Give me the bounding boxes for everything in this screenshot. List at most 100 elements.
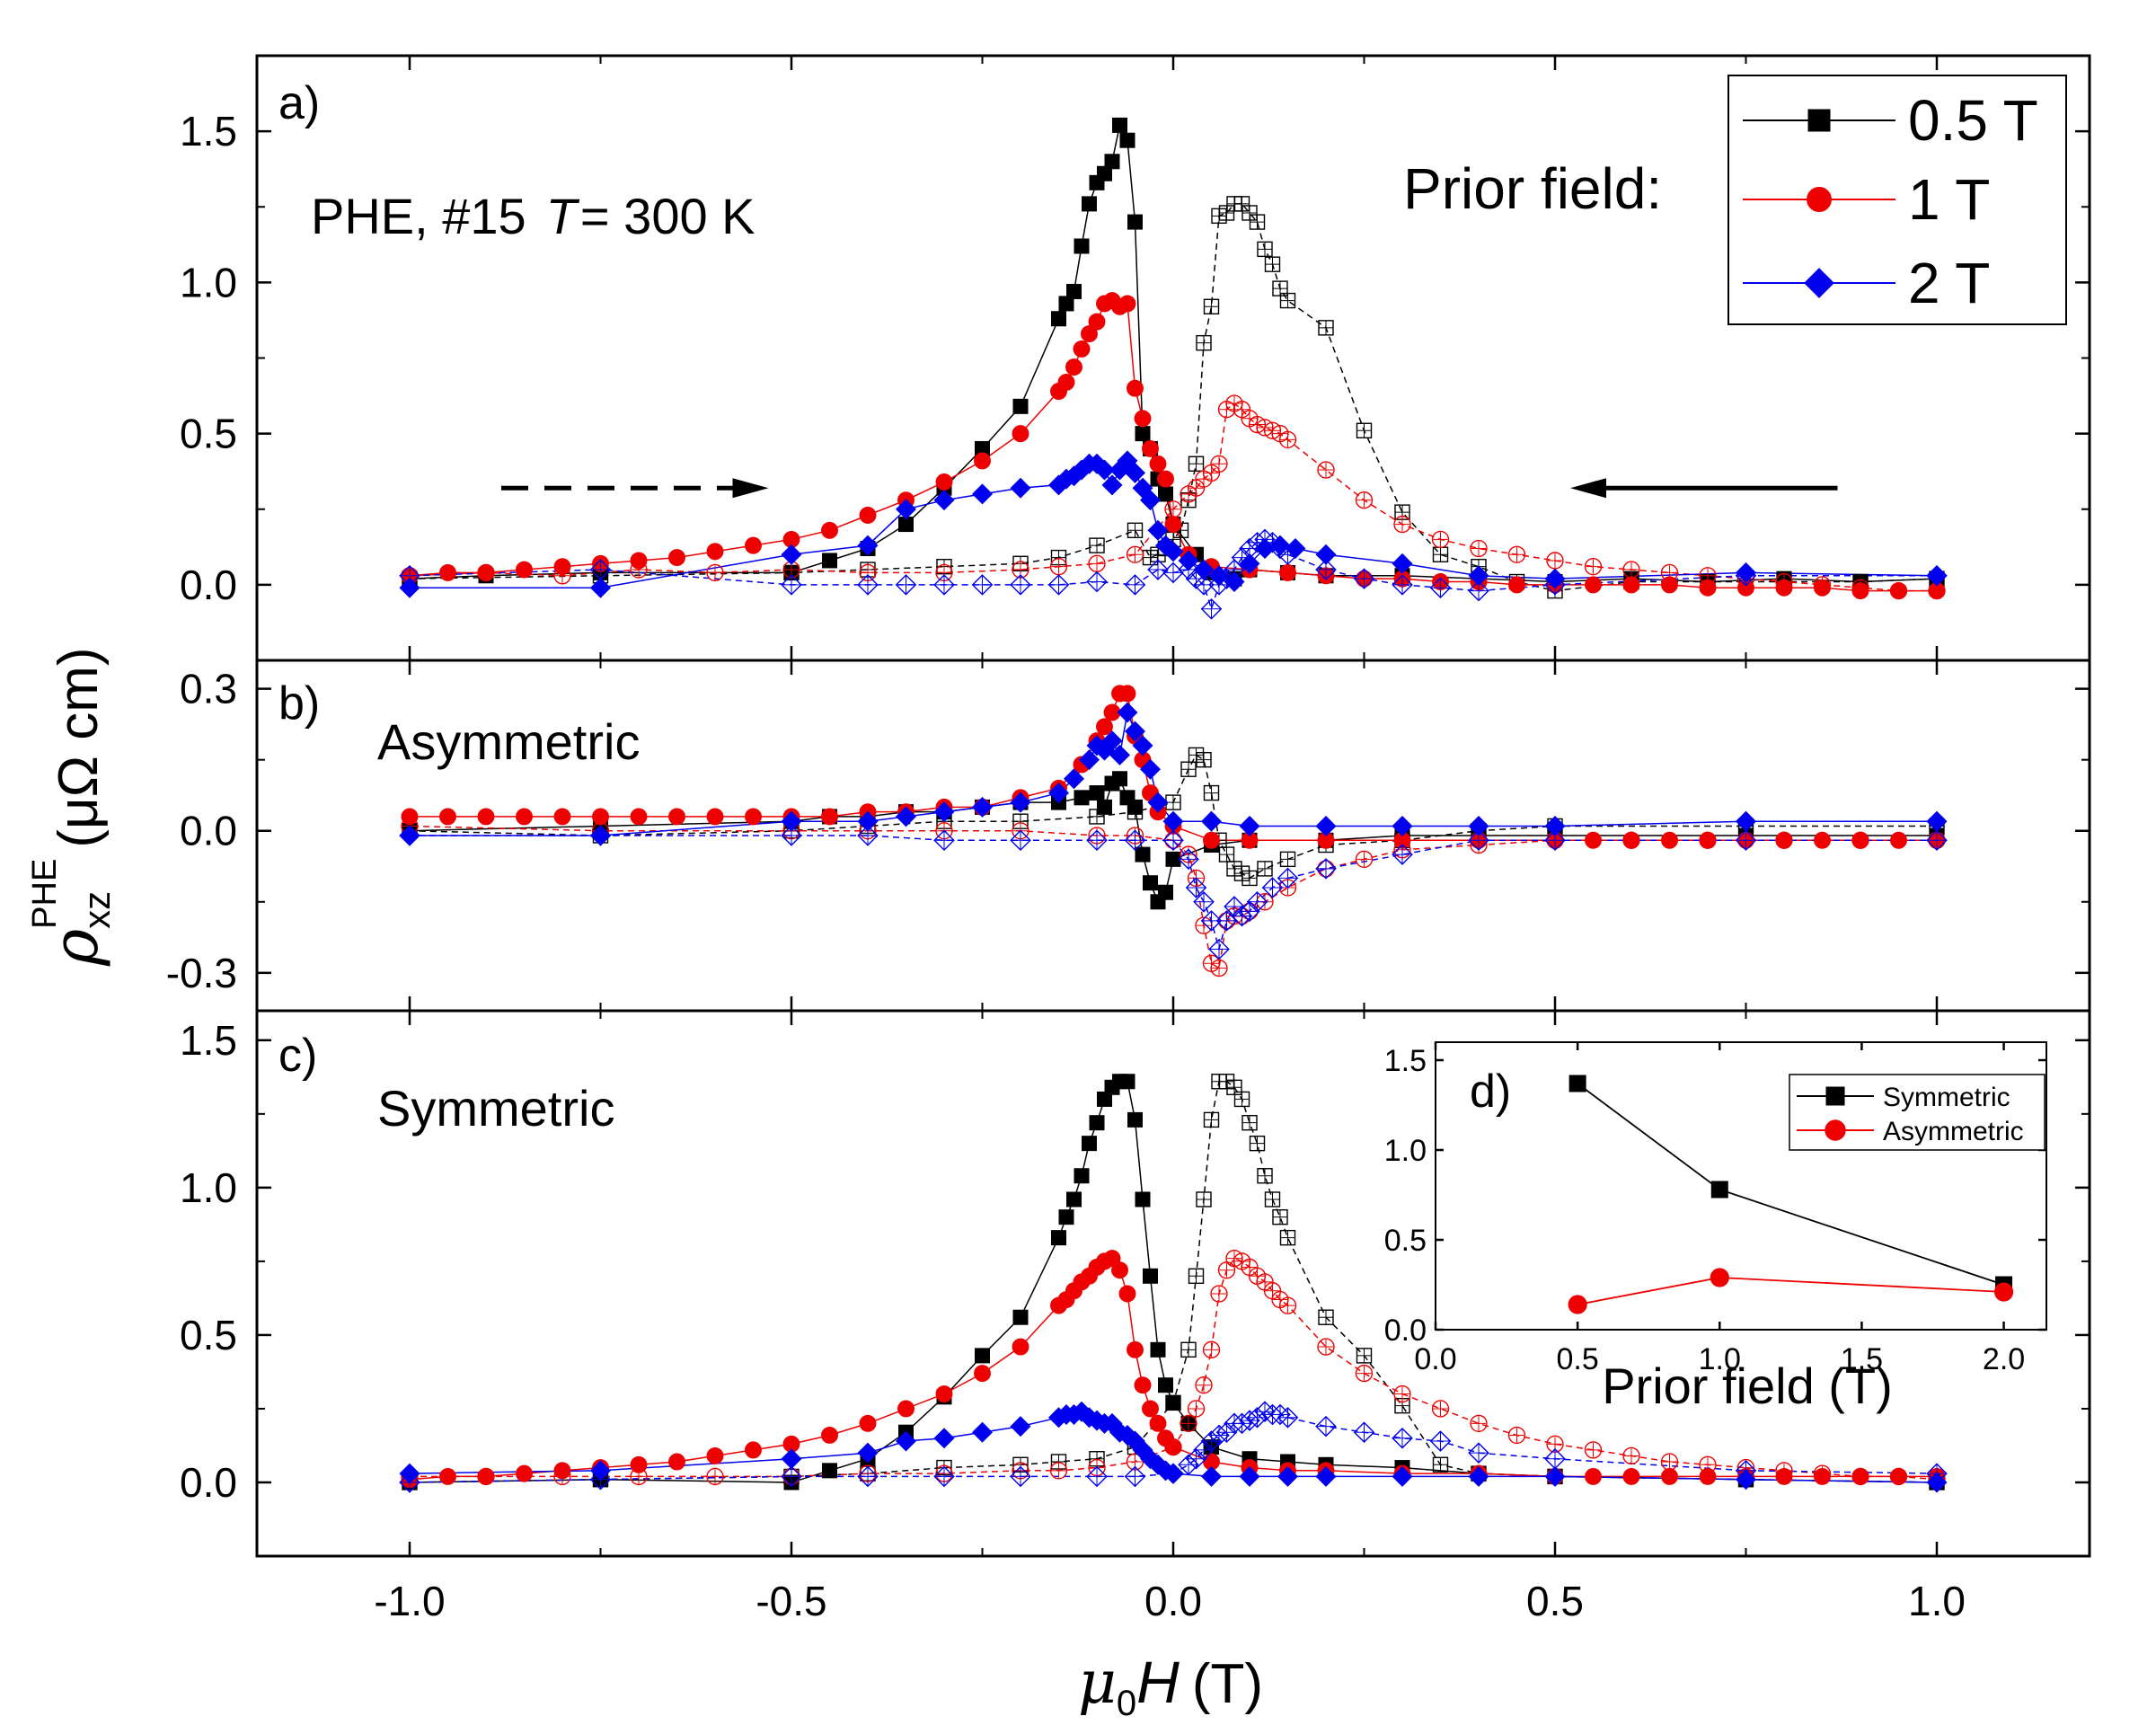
data-point-cross (1181, 1342, 1196, 1358)
data-point-cross (1392, 1428, 1412, 1448)
y-tick-label: 0.5 (180, 411, 237, 457)
data-point-cross (1090, 809, 1104, 824)
data-point (1202, 1340, 1221, 1358)
asymmetric-label: Asymmetric (377, 713, 640, 770)
data-point-cross (1891, 583, 1906, 598)
data-point-cross (1469, 830, 1489, 851)
y-axis-title: ρxzPHE(μΩ cm) (26, 647, 118, 967)
x-axis-title: μ0H (T) (1078, 1648, 1263, 1723)
data-point (1149, 1414, 1167, 1432)
data-point-cross (1471, 1416, 1486, 1431)
data-point (822, 553, 837, 569)
data-point (1239, 553, 1260, 574)
data-point (1142, 439, 1159, 457)
data-point-cross (1354, 569, 1374, 588)
data-point (1317, 1338, 1335, 1356)
data-point (1993, 1282, 2014, 1302)
data-point-cross (1224, 897, 1244, 916)
data-point-cross (1242, 411, 1257, 426)
data-point-cross (1258, 1168, 1272, 1183)
data-point (1279, 563, 1296, 581)
x-tick-label: 0.5 (1557, 1342, 1599, 1376)
data-point (1660, 1453, 1679, 1471)
data-point (1889, 581, 1908, 600)
data-point (1147, 792, 1169, 813)
data-point-cross (934, 575, 954, 595)
data-point (1661, 1467, 1678, 1485)
data-point-cross (1204, 1112, 1219, 1128)
data-point (1217, 401, 1236, 419)
data-point (477, 563, 495, 582)
data-point-cross (1662, 1455, 1677, 1470)
inset-legend-marker (1825, 1119, 1846, 1141)
data-point (1813, 576, 1832, 594)
panel-a-legend: 0.5 T 1 T 2 T (1727, 75, 2067, 325)
data-point-cross (1163, 1464, 1183, 1483)
data-point-cross (1186, 1448, 1206, 1469)
y-tick-label: 0.5 (180, 1312, 237, 1358)
svg-text:ρxzPHE(μΩ cm): ρxzPHE(μΩ cm) (26, 647, 118, 967)
data-point-cross (1219, 1262, 1234, 1278)
data-point-cross (1242, 1115, 1257, 1130)
data-point (439, 1467, 456, 1485)
legend-marker (1807, 187, 1832, 212)
data-point (857, 535, 879, 556)
y-tick-label: 1.5 (180, 108, 237, 155)
data-point-cross (1430, 1431, 1451, 1451)
data-point-cross (1853, 833, 1868, 848)
data-point (1147, 519, 1169, 541)
data-point-cross (1927, 565, 1947, 586)
data-point-cross (1395, 505, 1409, 520)
data-point (857, 1442, 879, 1464)
data-point (1135, 846, 1151, 862)
data-point-cross (1011, 1466, 1030, 1487)
data-point-cross (1280, 1230, 1295, 1245)
inset-legend-label: Asymmetric (1883, 1117, 2024, 1146)
data-point-cross (1701, 568, 1715, 583)
y-tick-label: 1.5 (180, 1017, 237, 1064)
data-point (1180, 1414, 1197, 1433)
data-point (971, 483, 994, 505)
data-point (1149, 455, 1167, 473)
data-point (1507, 1426, 1526, 1445)
data-point (630, 561, 648, 579)
data-point-cross (1232, 547, 1252, 568)
data-point (1112, 771, 1127, 787)
data-point (1089, 785, 1105, 801)
data-point-cross (1188, 1401, 1204, 1416)
data-point (706, 1446, 724, 1464)
data-point (975, 1348, 990, 1364)
data-point-cross (1277, 868, 1298, 889)
data-point-cross (1181, 486, 1196, 501)
data-point (1143, 1268, 1158, 1284)
data-point-cross (1166, 1395, 1180, 1411)
data-point (1111, 1261, 1128, 1279)
data-point (1058, 1209, 1074, 1225)
data-point-cross (1127, 547, 1143, 562)
data-point (1134, 1376, 1152, 1394)
data-point (1277, 1465, 1299, 1487)
data-point-cross (632, 1469, 646, 1484)
data-point-cross (590, 560, 611, 579)
data-point-cross (1280, 852, 1295, 867)
data-point-cross (1815, 577, 1830, 592)
data-point (1195, 1376, 1213, 1394)
data-point (1074, 790, 1090, 806)
data-point-cross (1891, 1469, 1906, 1484)
y-tick-label: 1.0 (180, 259, 237, 305)
data-point-cross (479, 1469, 493, 1484)
data-point (1119, 132, 1135, 148)
data-point-cross (1701, 1457, 1715, 1473)
data-point-cross (1125, 575, 1145, 595)
data-point (1088, 313, 1106, 331)
data-point (1082, 196, 1097, 212)
data-point-cross (1255, 529, 1275, 550)
arrow-head (732, 478, 769, 499)
x-tick-label: -0.5 (755, 1578, 826, 1624)
data-point-cross (1090, 556, 1104, 571)
data-point (1315, 815, 1337, 836)
data-point (1057, 373, 1075, 391)
panel-b-label: b) (278, 677, 320, 730)
data-point-cross (1433, 532, 1448, 547)
data-point-cross (1166, 501, 1180, 517)
